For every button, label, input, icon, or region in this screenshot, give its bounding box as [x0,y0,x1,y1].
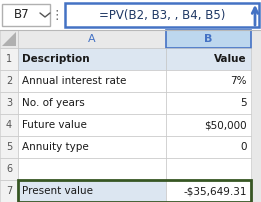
Text: 2: 2 [6,76,12,86]
Bar [2,4,50,26]
Text: 6: 6 [6,164,12,174]
Bar [166,114,251,136]
Bar [0,158,18,180]
Bar [166,158,251,180]
Bar [18,136,166,158]
Text: Annual interest rate: Annual interest rate [22,76,126,86]
Text: -$35,649.31: -$35,649.31 [183,186,247,196]
Bar [0,180,18,202]
Text: No. of years: No. of years [22,98,85,108]
Text: 5: 5 [240,98,247,108]
Bar [166,180,251,202]
Text: Description: Description [22,54,90,64]
Bar [251,30,261,202]
Text: $50,000: $50,000 [204,120,247,130]
Bar [18,180,166,202]
Text: Value: Value [214,54,247,64]
Bar [0,136,18,158]
Text: 1: 1 [6,54,12,64]
Bar [65,3,259,27]
Text: 3: 3 [6,98,12,108]
Bar [166,136,251,158]
Bar [18,158,166,180]
Text: 7: 7 [6,186,12,196]
Bar [0,92,18,114]
Text: 5: 5 [6,142,12,152]
Bar [166,30,251,48]
Text: 0: 0 [240,142,247,152]
Text: ⋮: ⋮ [51,8,63,21]
Text: Present value: Present value [22,186,93,196]
Bar [18,30,166,48]
Text: A: A [88,34,96,44]
Bar [0,114,18,136]
Text: =PV(B2, B3, , B4, B5): =PV(B2, B3, , B4, B5) [99,8,225,21]
Text: B7: B7 [14,8,30,21]
Bar [18,180,251,202]
Bar [18,70,166,92]
Text: B: B [204,34,213,44]
Bar [18,92,166,114]
Bar [166,48,251,70]
Bar [166,92,251,114]
Bar [18,48,166,70]
Text: Annuity type: Annuity type [22,142,89,152]
Polygon shape [2,32,16,46]
Bar [166,70,251,92]
Bar [0,70,18,92]
Bar [0,30,18,48]
Text: 7%: 7% [230,76,247,86]
Bar [18,114,166,136]
Text: 4: 4 [6,120,12,130]
Bar [0,48,18,70]
Bar [0,0,261,30]
Text: Future value: Future value [22,120,87,130]
